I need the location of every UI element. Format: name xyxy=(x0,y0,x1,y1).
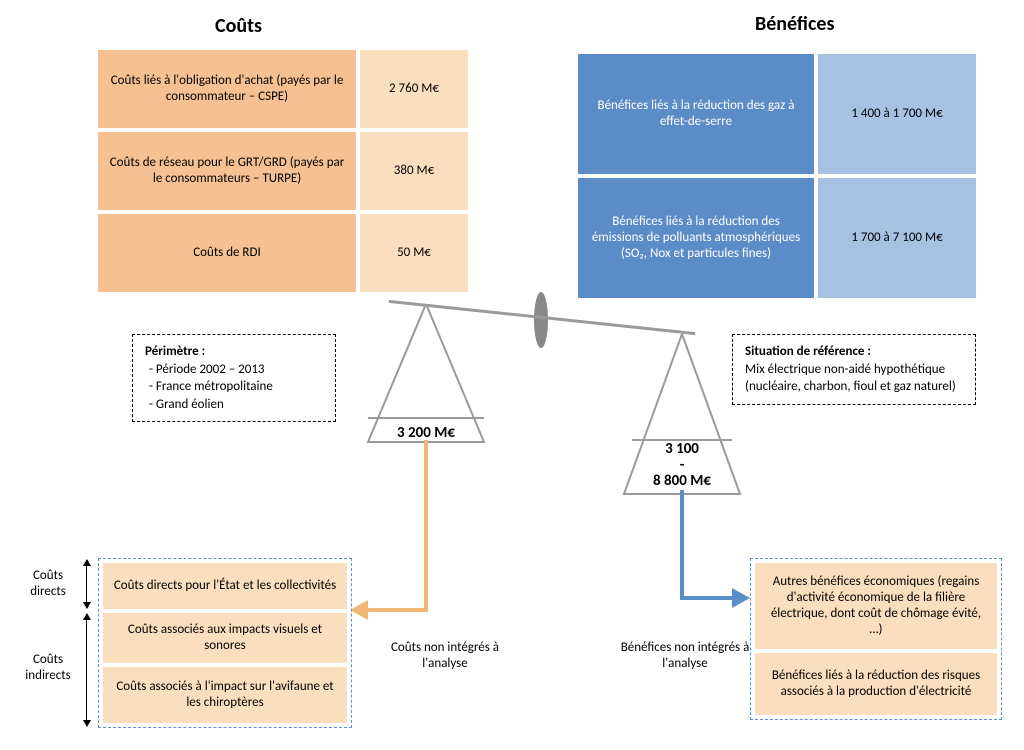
label-indirect-costs: Coûts indirects xyxy=(18,652,78,683)
arrow-excluded-benefits xyxy=(656,490,756,624)
costs-row-value: 2 760 M€ xyxy=(360,50,468,128)
reference-body: Mix électrique non-aidé hypothétique (nu… xyxy=(745,361,963,396)
title-costs: Coûts xyxy=(215,14,262,38)
perimeter-box: Périmètre : - Période 2002 – 2013- Franc… xyxy=(132,334,336,422)
perimeter-item: - Grand éolien xyxy=(149,396,323,414)
costs-row-label: Coûts liés à l'obligation d'achat (payés… xyxy=(98,50,356,128)
costs-row-value: 380 M€ xyxy=(360,132,468,210)
scale-pan-left: 3 200 M€ xyxy=(356,304,496,454)
costs-row-value: 50 M€ xyxy=(360,214,468,292)
excluded-costs-item: Coûts directs pour l'État et les collect… xyxy=(103,563,347,609)
scale-pivot xyxy=(534,292,548,348)
reference-box: Situation de référence : Mix électrique … xyxy=(732,334,976,405)
bracket-indirect-arrow xyxy=(86,614,87,726)
benefits-row-label: Bénéfices liés à la réduction des gaz à … xyxy=(578,54,814,174)
costs-row-label: Coûts de RDI xyxy=(98,214,356,292)
benefits-table: Bénéfices liés à la réduction des gaz à … xyxy=(578,54,976,298)
excluded-benefits-item: Autres bénéfices économiques (regains d'… xyxy=(755,563,997,649)
scale-pan-right: 3 100 - 8 800 M€ xyxy=(612,334,752,510)
perimeter-title: Périmètre : xyxy=(145,343,323,361)
excluded-costs-item: Coûts associés à l'impact sur l'avifaune… xyxy=(103,667,347,723)
benefits-row-label: Bénéfices liés à la réduction des émissi… xyxy=(578,178,814,298)
benefits-row-value: 1 400 à 1 700 M€ xyxy=(818,54,976,174)
label-direct-costs: Coûts directs xyxy=(18,568,78,599)
reference-title: Situation de référence : xyxy=(745,343,963,361)
caption-excluded-benefits: Bénéfices non intégrés à l'analyse xyxy=(610,640,760,671)
perimeter-item: - Période 2002 – 2013 xyxy=(149,361,323,379)
costs-table: Coûts liés à l'obligation d'achat (payés… xyxy=(98,50,468,292)
perimeter-item: - France métropolitaine xyxy=(149,378,323,396)
scale-right-total-3: 8 800 M€ xyxy=(653,472,711,490)
caption-excluded-costs: Coûts non intégrés à l'analyse xyxy=(370,640,520,671)
excluded-benefits-box: Autres bénéfices économiques (regains d'… xyxy=(750,558,1002,720)
costs-row-label: Coûts de réseau pour le GRT/GRD (payés p… xyxy=(98,132,356,210)
excluded-costs-box: Coûts directs pour l'État et les collect… xyxy=(98,558,352,728)
arrow-excluded-costs xyxy=(338,440,448,634)
excluded-costs-item: Coûts associés aux impacts visuels et so… xyxy=(103,613,347,663)
bracket-direct-arrow xyxy=(86,560,87,608)
title-benefits: Bénéfices xyxy=(755,12,834,36)
excluded-benefits-item: Bénéfices liés à la réduction des risque… xyxy=(755,653,997,715)
benefits-row-value: 1 700 à 7 100 M€ xyxy=(818,178,976,298)
